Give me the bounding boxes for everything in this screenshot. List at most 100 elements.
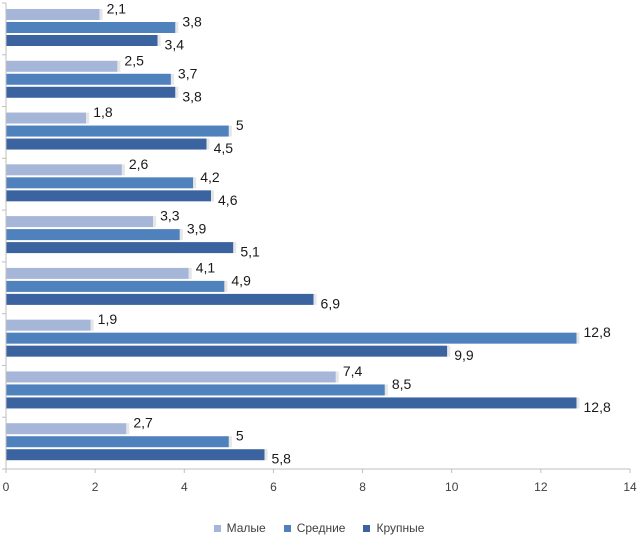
data-label-small-7: 1,9 <box>98 311 118 327</box>
bar-large-4 <box>6 190 212 202</box>
bar-shadow-small-6 <box>188 267 192 279</box>
data-label-small-4: 2,6 <box>129 156 149 172</box>
bar-small-2 <box>6 60 118 72</box>
data-label-medium-1: 3,8 <box>182 14 202 30</box>
bar-large-8 <box>6 397 577 409</box>
bar-medium-5 <box>6 229 180 241</box>
bar-small-3 <box>6 112 87 124</box>
bar-medium-8 <box>6 384 385 396</box>
data-label-medium-7: 12,8 <box>584 324 611 340</box>
legend-item-small: Малые <box>213 521 266 535</box>
bar-shadow-large-8 <box>576 397 580 409</box>
bar-shadow-large-2 <box>175 86 179 98</box>
data-label-small-5: 3,3 <box>160 208 180 224</box>
data-label-large-7: 9,9 <box>454 347 474 363</box>
x-tick-label-8: 8 <box>359 480 366 494</box>
bar-large-6 <box>6 293 314 305</box>
data-label-medium-5: 3,9 <box>187 221 207 237</box>
data-label-large-1: 3,4 <box>165 37 185 53</box>
bar-shadow-large-7 <box>447 345 451 357</box>
x-tick-label-14: 14 <box>623 480 637 494</box>
data-label-small-8: 7,4 <box>343 363 363 379</box>
data-label-small-9: 2,7 <box>133 415 153 431</box>
bar-small-8 <box>6 371 336 383</box>
bar-shadow-small-2 <box>117 60 121 72</box>
bar-shadow-medium-7 <box>576 332 580 344</box>
x-tick-label-6: 6 <box>270 480 277 494</box>
bars-layer <box>6 9 580 461</box>
data-label-large-6: 6,9 <box>321 295 341 311</box>
bar-medium-9 <box>6 436 229 448</box>
legend-swatch-small <box>213 524 221 532</box>
legend-label-medium: Средние <box>296 521 346 535</box>
bar-small-4 <box>6 164 122 176</box>
bar-large-2 <box>6 86 176 98</box>
legend-item-large: Крупные <box>363 521 424 535</box>
bar-shadow-medium-2 <box>170 73 174 85</box>
bar-shadow-medium-9 <box>228 436 232 448</box>
bar-small-6 <box>6 267 189 279</box>
bar-shadow-small-5 <box>153 216 157 228</box>
bar-shadow-large-1 <box>157 35 161 46</box>
bar-medium-6 <box>6 280 225 292</box>
bar-shadow-small-1 <box>99 9 103 20</box>
legend-item-medium: Средние <box>283 521 346 535</box>
bar-shadow-large-4 <box>211 190 215 202</box>
legend-swatch-medium <box>283 524 291 532</box>
legend-label-small: Малые <box>226 521 266 535</box>
bar-shadow-large-5 <box>233 242 237 254</box>
x-tick-label-10: 10 <box>445 480 459 494</box>
bar-shadow-small-7 <box>90 319 94 331</box>
bar-shadow-small-9 <box>126 423 130 435</box>
x-tick-label-4: 4 <box>181 480 188 494</box>
bar-large-3 <box>6 138 207 150</box>
data-label-medium-9: 5 <box>236 428 244 444</box>
bar-shadow-large-6 <box>313 293 317 305</box>
data-label-small-3: 1,8 <box>93 104 113 120</box>
bar-shadow-medium-6 <box>224 280 228 292</box>
data-label-medium-3: 5 <box>236 117 244 133</box>
bar-small-1 <box>6 9 100 20</box>
data-label-medium-2: 3,7 <box>178 65 198 81</box>
bar-shadow-medium-4 <box>193 177 197 189</box>
data-label-medium-4: 4,2 <box>200 169 220 185</box>
bar-shadow-small-3 <box>86 112 90 124</box>
legend: Малые Средние Крупные <box>0 519 638 537</box>
data-label-small-2: 2,5 <box>124 52 144 68</box>
data-label-small-1: 2,1 <box>107 1 127 17</box>
data-label-medium-8: 8,5 <box>392 376 412 392</box>
legend-label-large: Крупные <box>376 521 425 535</box>
data-label-medium-6: 4,9 <box>231 272 251 288</box>
bar-shadow-medium-5 <box>179 229 183 241</box>
bar-shadow-small-8 <box>335 371 339 383</box>
bar-medium-2 <box>6 73 171 85</box>
data-label-small-6: 4,1 <box>196 259 216 275</box>
legend-swatch-large <box>363 524 371 532</box>
bar-large-7 <box>6 345 448 357</box>
axis-layer: 0 2 4 6 8 10 12 14 <box>2 2 637 494</box>
bar-shadow-small-4 <box>121 164 125 176</box>
x-tick-label-12: 12 <box>534 480 548 494</box>
bar-medium-1 <box>6 22 176 33</box>
x-tick-label-0: 0 <box>3 480 10 494</box>
bar-shadow-medium-1 <box>175 22 179 33</box>
bar-shadow-medium-3 <box>228 125 232 137</box>
bar-shadow-large-9 <box>264 449 268 461</box>
x-tick-label-2: 2 <box>92 480 99 494</box>
data-label-large-8: 12,8 <box>584 399 611 415</box>
data-label-large-3: 4,5 <box>214 140 234 156</box>
bar-large-1 <box>6 35 158 46</box>
bar-shadow-medium-8 <box>384 384 388 396</box>
data-label-large-4: 4,6 <box>218 192 238 208</box>
bar-large-5 <box>6 242 234 254</box>
bar-large-9 <box>6 449 265 461</box>
bar-medium-7 <box>6 332 577 344</box>
bar-medium-4 <box>6 177 194 189</box>
bar-small-5 <box>6 216 154 228</box>
bar-small-9 <box>6 423 127 435</box>
bar-shadow-large-3 <box>206 138 210 150</box>
data-label-large-2: 3,8 <box>182 88 202 104</box>
data-label-large-9: 5,8 <box>272 451 292 467</box>
bar-medium-3 <box>6 125 229 137</box>
